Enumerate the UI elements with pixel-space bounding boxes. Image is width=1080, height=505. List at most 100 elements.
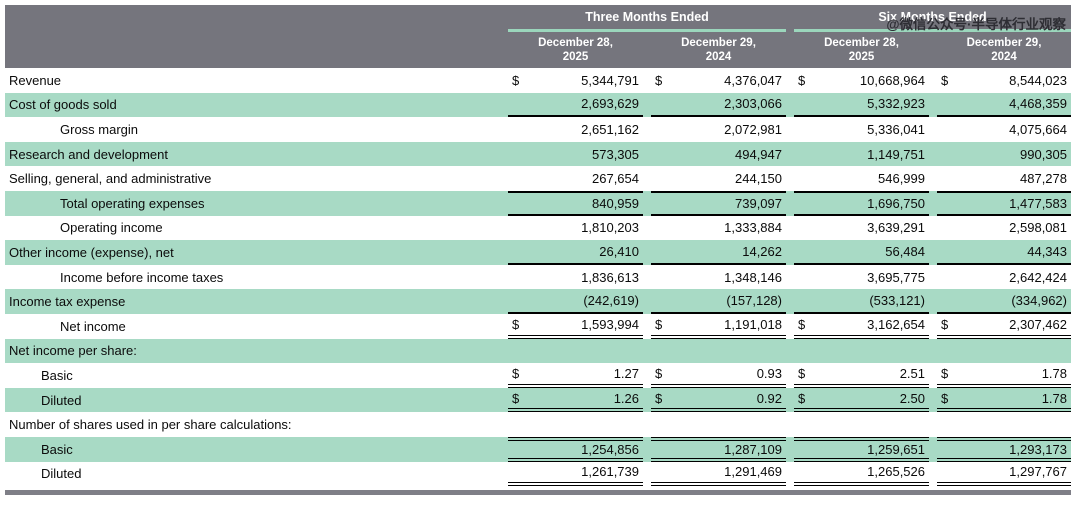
column-gap (929, 314, 937, 339)
table-row: Basic $1.27 $0.93 $2.51 $1.78 (5, 363, 1071, 388)
column-gap (786, 191, 794, 216)
currency-symbol: $ (655, 72, 663, 88)
table-row: Other income (expense), net 26,410 14,262 5… (5, 240, 1071, 265)
value-cell (937, 412, 1071, 437)
cell-value: 244,150 (735, 171, 782, 187)
cell-value: (242,619) (583, 293, 639, 309)
row-label: Revenue (9, 72, 62, 88)
cell-value: (533,121) (869, 293, 925, 309)
currency-symbol: $ (941, 72, 949, 88)
row-label: Cost of goods sold (9, 97, 117, 113)
value-cell: $3,162,654 (794, 314, 929, 339)
value-cell (794, 339, 929, 364)
column-gap (929, 117, 937, 142)
column-gap (929, 216, 937, 241)
table-row: Cost of goods sold 2,693,629 2,303,066 5,33… (5, 92, 1071, 118)
cell-value: 56,484 (885, 243, 925, 259)
value-cell (508, 339, 643, 364)
column-gap (929, 437, 937, 462)
value-cell: $1.78 (937, 363, 1071, 388)
column-gap (929, 388, 937, 413)
value-cell: 1,259,651 (794, 436, 929, 462)
value-cell: $2,307,462 (937, 314, 1071, 339)
table-row: Net income per share: (5, 338, 1071, 364)
cell-value: 26,410 (599, 243, 639, 259)
currency-symbol: $ (941, 365, 949, 381)
watermark-text: @微信公众号·半导体行业观察 (886, 17, 1066, 32)
value-cell: 739,097 (651, 190, 786, 216)
cell-value: 1,333,884 (724, 220, 782, 236)
column-gap (929, 191, 937, 216)
value-cell: 990,305 (937, 142, 1071, 167)
cell-value: 1.78 (1041, 390, 1067, 406)
column-gap (643, 93, 651, 118)
value-cell: 1,149,751 (794, 142, 929, 167)
value-cell: $2.51 (794, 363, 929, 388)
value-cell: 1,333,884 (651, 216, 786, 241)
table-row: Gross margin 2,651,162 2,072,981 5,336,041 4… (5, 117, 1071, 142)
cell-value: 3,162,654 (867, 316, 925, 332)
cell-value: 2,303,066 (724, 96, 782, 112)
column-gap (643, 191, 651, 216)
row-label: Other income (expense), net (9, 244, 174, 260)
cell-value: 1,593,994 (581, 316, 639, 332)
cell-value: 5,344,791 (581, 72, 639, 88)
value-cell: $1.78 (937, 388, 1071, 413)
value-cell: 1,696,750 (794, 190, 929, 216)
column-gap (786, 339, 794, 364)
column-gap (643, 388, 651, 413)
value-cell: 1,261,739 (508, 462, 643, 487)
row-label: Net income (60, 318, 126, 334)
currency-symbol: $ (512, 72, 520, 88)
currency-symbol: $ (655, 365, 663, 381)
column-gap (929, 289, 937, 314)
value-cell: $1,593,994 (508, 314, 643, 339)
column-gap (643, 437, 651, 462)
column-header: December 29, 2024 (681, 37, 756, 63)
cell-value: 2,693,629 (581, 96, 639, 112)
column-gap (786, 117, 794, 142)
row-label: Number of shares used in per share calcu… (9, 417, 292, 433)
value-cell: 14,262 (651, 240, 786, 265)
value-cell: (242,619) (508, 289, 643, 314)
value-cell: $0.92 (651, 388, 786, 413)
bottom-border-bar (5, 490, 1071, 496)
cell-value: 2.51 (899, 365, 925, 381)
table-row: Income tax expense (242,619) (157,128) (533… (5, 289, 1071, 314)
column-gap (929, 412, 937, 437)
row-label: Basic (41, 441, 73, 457)
row-label: Net income per share: (9, 343, 137, 359)
value-cell: 44,343 (937, 240, 1071, 265)
row-label: Operating income (60, 220, 163, 236)
column-gap (643, 68, 651, 93)
currency-symbol: $ (798, 365, 806, 381)
table-header: Three Months Ended Six Months Ended Dece… (5, 5, 1071, 68)
column-gap (786, 363, 794, 388)
value-cell: 1,348,146 (651, 265, 786, 290)
value-cell: 26,410 (508, 240, 643, 265)
header-label-spacer (5, 5, 508, 32)
column-gap (786, 314, 794, 339)
value-cell: 4,075,664 (937, 117, 1071, 142)
value-cell: $2.50 (794, 388, 929, 413)
column-gap (643, 240, 651, 265)
cell-value: 8,544,023 (1009, 72, 1067, 88)
column-gap (929, 462, 937, 487)
table-row: Net income $1,593,994 $1,191,018 $3,162,654… (5, 313, 1071, 339)
value-cell (651, 412, 786, 437)
cell-value: 1,287,109 (724, 441, 782, 457)
table-row: Research and development 573,305 494,947 1,… (5, 141, 1071, 167)
value-cell: 2,642,424 (937, 265, 1071, 290)
value-cell: 546,999 (794, 166, 929, 191)
value-cell: 3,639,291 (794, 216, 929, 241)
column-header: December 28, 2025 (538, 37, 613, 63)
cell-value: 1,261,739 (581, 464, 639, 480)
currency-symbol: $ (941, 316, 949, 332)
cell-value: 1.78 (1041, 365, 1067, 381)
column-gap (929, 142, 937, 167)
cell-value: 267,654 (592, 171, 639, 187)
value-cell: 267,654 (508, 166, 643, 191)
column-gap (643, 142, 651, 167)
value-cell: $8,544,023 (937, 68, 1071, 93)
